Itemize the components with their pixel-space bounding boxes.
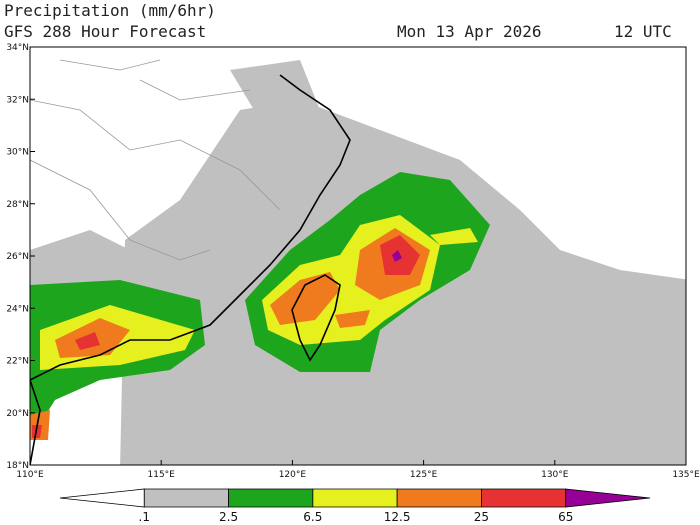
precip-orange bbox=[30, 228, 430, 440]
lon-label: 120°E bbox=[279, 470, 307, 480]
colorbar-segment bbox=[143, 488, 229, 508]
lat-label: 28°N bbox=[6, 200, 29, 210]
colorbar-segment bbox=[59, 488, 145, 508]
lat-label: 24°N bbox=[6, 304, 29, 314]
lon-label: 135°E bbox=[672, 470, 700, 480]
coastline bbox=[30, 74, 351, 465]
borders bbox=[30, 59, 281, 261]
title: Precipitation (mm/6hr) bbox=[4, 1, 216, 20]
colorbar-segment bbox=[312, 488, 398, 508]
colorbar-segment bbox=[228, 488, 314, 508]
colorbar-label: 65 bbox=[558, 510, 573, 524]
colorbar-label: 25 bbox=[474, 510, 489, 524]
colorbar-label: 6.5 bbox=[303, 510, 322, 524]
colorbar-segment bbox=[565, 488, 651, 508]
colorbar-segment bbox=[396, 488, 482, 508]
lon-label: 130°E bbox=[541, 470, 569, 480]
lat-label: 20°N bbox=[6, 409, 29, 419]
lon-label: 115°E bbox=[148, 470, 176, 480]
lon-label: 125°E bbox=[410, 470, 438, 480]
date: Mon 13 Apr 2026 bbox=[397, 22, 542, 41]
colorbar-segment bbox=[481, 488, 567, 508]
lat-label: 18°N bbox=[6, 461, 29, 471]
subtitle: GFS 288 Hour Forecast bbox=[4, 22, 206, 41]
lat-label: 26°N bbox=[6, 252, 29, 262]
lat-label: 32°N bbox=[6, 95, 29, 105]
colorbar-label: .1 bbox=[139, 510, 150, 524]
lat-label: 34°N bbox=[6, 43, 29, 53]
time: 12 UTC bbox=[614, 22, 672, 41]
precip-purple bbox=[392, 250, 402, 262]
map bbox=[29, 46, 687, 466]
lon-label: 110°E bbox=[16, 470, 44, 480]
lat-label: 30°N bbox=[6, 148, 29, 158]
colorbar-label: 12.5 bbox=[384, 510, 411, 524]
lat-label: 22°N bbox=[6, 357, 29, 367]
colorbar-label: 2.5 bbox=[219, 510, 238, 524]
